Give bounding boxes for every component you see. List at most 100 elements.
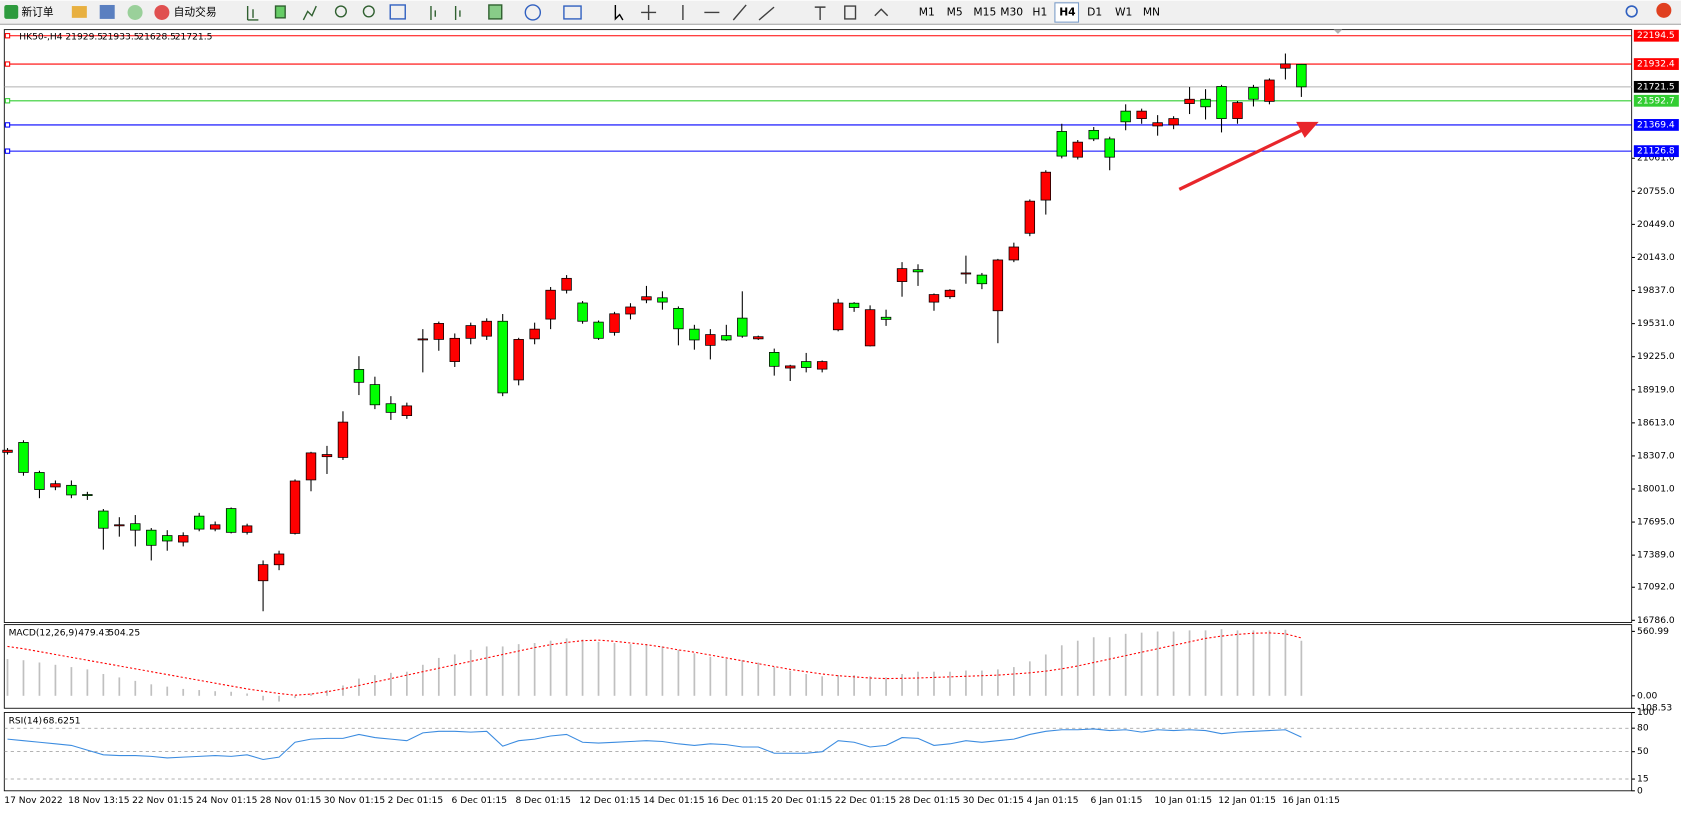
auto-trade-button[interactable]: 自动交易	[174, 5, 217, 18]
icon[interactable]	[614, 4, 624, 21]
candle-body	[737, 317, 748, 337]
icon[interactable]	[127, 4, 143, 20]
icon[interactable]	[334, 5, 347, 18]
candle-body	[609, 313, 620, 333]
icon[interactable]	[302, 5, 317, 21]
candle-body	[960, 272, 972, 275]
icon[interactable]	[389, 4, 406, 20]
candle-body	[800, 361, 812, 368]
level-label-bg	[1633, 145, 1679, 158]
timeframe-button[interactable]: MN	[1143, 5, 1160, 18]
indicator-title: RSI(14)	[9, 717, 43, 727]
y-tick-label: -108.53	[1637, 704, 1672, 714]
candle-body	[481, 320, 492, 337]
new-order-button[interactable]: 新订单	[21, 5, 53, 18]
candle-body	[449, 337, 460, 362]
x-tick-label: 30 Nov 01:15	[324, 796, 385, 806]
shift-marker	[1333, 29, 1343, 34]
timeframe-button[interactable]: H1	[1032, 5, 1047, 18]
candle-body	[769, 352, 780, 367]
level-label-bg	[1633, 58, 1679, 70]
y-tick-label: 19531.0	[1637, 319, 1675, 329]
y-tick-label: 560.99	[1637, 627, 1669, 637]
candle-body	[257, 564, 269, 582]
level-label-bg	[1633, 119, 1679, 131]
y-tick-label: 18001.0	[1637, 484, 1675, 494]
timeframe-button[interactable]: D1	[1087, 5, 1102, 18]
y-tick-label: 18919.0	[1637, 385, 1675, 395]
candle-body	[753, 336, 764, 340]
tool-icons[interactable]	[246, 4, 889, 21]
icon[interactable]	[99, 4, 115, 19]
toolbar-bg	[0, 0, 1681, 25]
y-tick-label: 17695.0	[1637, 518, 1675, 528]
candle-body	[369, 384, 381, 406]
candle-body	[178, 535, 189, 543]
candle-body	[34, 472, 45, 490]
candle-body	[992, 259, 1004, 312]
y-tick-label: 80	[1637, 724, 1649, 734]
candle-body	[577, 302, 588, 322]
notification-badge[interactable]	[1656, 2, 1672, 18]
x-tick-label: 12 Dec 01:15	[579, 796, 640, 806]
candle-body	[305, 452, 317, 481]
candle-body	[785, 365, 796, 369]
x-tick-label: 10 Jan 01:15	[1154, 796, 1212, 806]
candle-body	[385, 403, 397, 413]
candle-body	[353, 369, 365, 383]
auto-trade-icon[interactable]	[154, 4, 170, 20]
icon[interactable]	[524, 4, 542, 21]
timeframe-button[interactable]: H4	[1059, 5, 1075, 18]
candle-body	[513, 339, 524, 381]
y-tick-label: 15	[1637, 775, 1649, 785]
candle-body	[225, 508, 237, 533]
arrow-shaft	[1178, 128, 1303, 191]
new-order-icon[interactable]	[4, 4, 19, 19]
timeframe-button[interactable]: M15	[973, 5, 996, 18]
ohlc-value: 21929.5	[65, 33, 103, 43]
level-label: 22194.5	[1637, 31, 1675, 41]
y-tick-label: 18307.0	[1637, 451, 1675, 461]
candle-body	[50, 483, 61, 488]
annotation-arrow	[1178, 121, 1319, 191]
rsi-line	[7, 728, 1302, 761]
y-tick-label: 0.00	[1637, 691, 1657, 701]
icon[interactable]	[71, 6, 87, 18]
x-tick-label: 4 Jan 01:15	[1027, 796, 1079, 806]
icon[interactable]	[274, 5, 286, 19]
timeframe-button[interactable]: M5	[947, 5, 963, 18]
x-tick-label: 24 Nov 01:15	[196, 796, 257, 806]
timeframe-button[interactable]: M1	[919, 5, 935, 18]
icon[interactable]	[563, 5, 582, 20]
timeframes: M1 M5 M15 M30 H1 H4 D1 W1 MN	[919, 5, 1160, 18]
icon[interactable]	[246, 6, 259, 21]
candle-body	[1024, 200, 1036, 234]
candle-body	[18, 442, 29, 473]
ohlc-value: 21721.5	[175, 33, 213, 43]
level-handle	[4, 61, 11, 67]
candle-body	[1296, 64, 1307, 88]
level-handle	[4, 98, 11, 104]
x-tick-label: 16 Jan 01:15	[1282, 796, 1340, 806]
y-tick-label: 21061.0	[1637, 154, 1675, 164]
search-icon[interactable]	[1625, 5, 1638, 18]
macd-pane	[3, 624, 1633, 709]
timeframe-button[interactable]: W1	[1115, 5, 1132, 18]
icon[interactable]	[430, 6, 461, 20]
macd-signal-line	[7, 632, 1302, 696]
candle-body	[337, 421, 349, 458]
candle-body	[66, 484, 77, 496]
icon[interactable]	[362, 5, 375, 18]
icon[interactable]	[641, 4, 889, 21]
y-tick-label: 16786.0	[1637, 616, 1675, 626]
candle-body	[465, 325, 476, 339]
candle-body	[130, 523, 141, 531]
x-tick-label: 22 Dec 01:15	[835, 796, 896, 806]
timeframe-button[interactable]: M30	[1000, 5, 1023, 18]
candle-body	[689, 328, 700, 341]
level-label: 21126.8	[1637, 147, 1675, 157]
candle-body	[82, 494, 93, 496]
icon[interactable]	[488, 4, 503, 20]
candle-body	[928, 294, 940, 303]
